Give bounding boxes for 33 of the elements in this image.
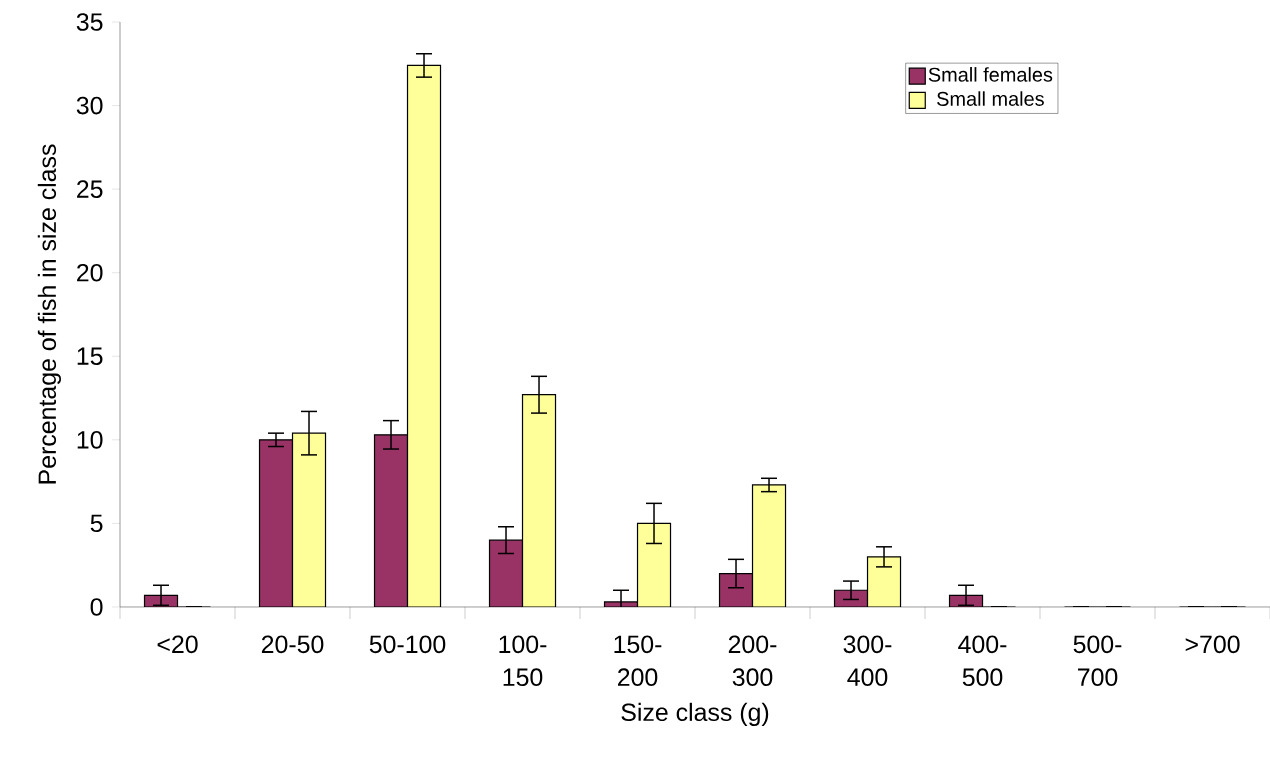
y-tick-label: 20: [77, 263, 103, 282]
bar: [373, 434, 409, 607]
x-tick-label: <20: [157, 635, 198, 654]
x-tick-label: 50-100: [369, 635, 446, 654]
x-tick-label: 100-150: [499, 635, 547, 686]
y-tick-label: 15: [77, 347, 103, 365]
x-tick-label: 300-400: [843, 635, 892, 686]
bar: [833, 589, 869, 607]
bar: [258, 439, 294, 607]
y-tick-label: 0: [90, 598, 103, 616]
legend-label: Small males: [937, 91, 1044, 106]
x-tick-label: 20-50: [261, 635, 324, 654]
x-tick-label: 150-200: [614, 635, 662, 686]
x-axis-title: Size class (g): [621, 702, 769, 727]
y-axis-title: Percentage of fish in size class: [37, 144, 62, 484]
y-tick-label: 25: [77, 180, 103, 198]
bar: [866, 556, 902, 607]
bar: [291, 432, 327, 607]
y-tick-label: 5: [90, 514, 103, 533]
bar: [718, 572, 754, 607]
x-tick-label: >700: [1185, 635, 1240, 654]
legend-label: Small females: [928, 67, 1053, 82]
bar: [406, 64, 442, 607]
bar: [751, 484, 787, 607]
x-tick-label: 400-500: [958, 635, 1007, 686]
y-tick-label: 30: [76, 96, 103, 115]
y-tick-label: 10: [77, 431, 103, 449]
x-tick-label: 200-300: [728, 635, 777, 686]
bar: [636, 522, 672, 607]
x-tick-label: 500-700: [1073, 635, 1122, 686]
bar: [521, 394, 557, 607]
bar: [488, 539, 524, 607]
y-tick-label: 35: [76, 13, 103, 31]
